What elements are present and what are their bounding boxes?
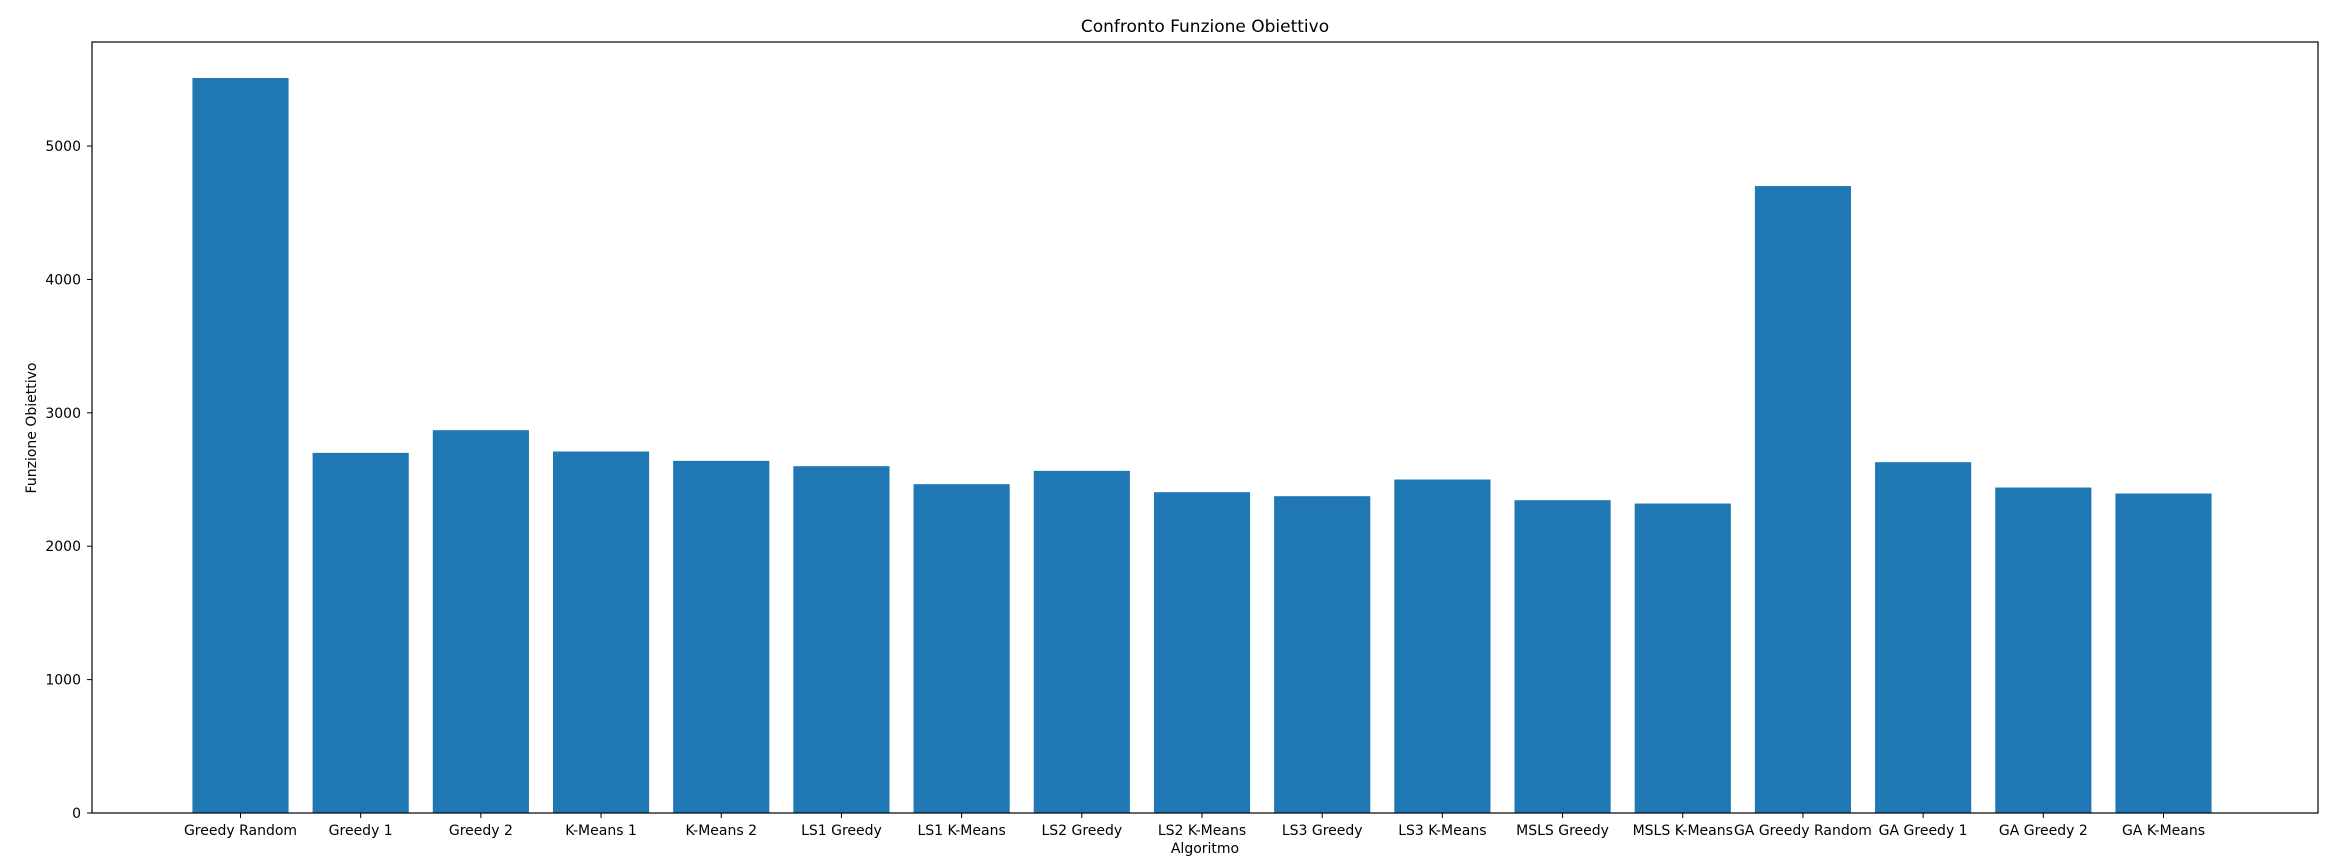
y-tick-label: 5000 bbox=[45, 139, 81, 155]
x-axis: Greedy Random Greedy 1 Greedy 2 K-Means 1 K-… bbox=[184, 813, 2205, 839]
x-tick-label: LS1 K-Means bbox=[918, 823, 1006, 839]
bar-ls2-greedy bbox=[1033, 470, 1130, 813]
x-tick-label: LS3 K-Means bbox=[1398, 823, 1486, 839]
y-tick-label: 1000 bbox=[45, 673, 81, 689]
x-axis-label: Algoritmo bbox=[1171, 841, 1239, 857]
bar-k-means-2 bbox=[673, 460, 770, 813]
x-tick-label: K-Means 2 bbox=[685, 823, 757, 839]
plot-frame bbox=[91, 41, 2319, 814]
y-axis: 0 1000 2000 3000 4000 5000 bbox=[45, 139, 92, 822]
bar-msls-greedy bbox=[1514, 500, 1611, 813]
x-tick-label: LS1 Greedy bbox=[801, 823, 882, 839]
bar-ls3-greedy bbox=[1274, 496, 1371, 813]
bar-greedy-2 bbox=[432, 430, 529, 813]
x-tick-label: MSLS Greedy bbox=[1516, 823, 1609, 839]
bars-group bbox=[192, 78, 2212, 814]
x-tick-label: Greedy 1 bbox=[329, 823, 393, 839]
x-tick-label: LS2 K-Means bbox=[1158, 823, 1246, 839]
y-axis-label: Funzione Obiettivo bbox=[24, 363, 40, 494]
bar-ga-greedy-2 bbox=[1995, 487, 2092, 813]
x-tick-label: GA Greedy 2 bbox=[1999, 823, 2088, 839]
x-tick-label: GA K-Means bbox=[2122, 823, 2205, 839]
x-tick-label: Greedy Random bbox=[184, 823, 297, 839]
x-tick-label: MSLS K-Means bbox=[1633, 823, 1733, 839]
y-tick-label: 0 bbox=[72, 806, 81, 822]
x-tick-label: LS2 Greedy bbox=[1041, 823, 1122, 839]
y-tick-label: 3000 bbox=[45, 406, 81, 422]
y-tick-label: 2000 bbox=[45, 539, 81, 555]
bar-greedy-random bbox=[192, 78, 289, 814]
y-tick-label: 4000 bbox=[45, 272, 81, 288]
x-tick-label: K-Means 1 bbox=[565, 823, 637, 839]
bar-ls3-k-means bbox=[1394, 479, 1491, 813]
x-tick-label: GA Greedy Random bbox=[1734, 823, 1872, 839]
bar-ls1-greedy bbox=[793, 466, 890, 813]
bar-ga-greedy-random bbox=[1754, 186, 1852, 814]
chart-title: Confronto Funzione Obiettivo bbox=[1081, 17, 1329, 37]
bar-ga-greedy-1 bbox=[1875, 462, 1972, 813]
bar-greedy-1 bbox=[312, 452, 409, 813]
x-tick-label: GA Greedy 1 bbox=[1879, 823, 1968, 839]
bar-ls2-k-means bbox=[1153, 492, 1251, 813]
x-tick-label: Greedy 2 bbox=[449, 823, 513, 839]
x-tick-label: LS3 Greedy bbox=[1282, 823, 1363, 839]
bar-ga-k-means bbox=[2115, 493, 2212, 813]
bar-msls-k-means bbox=[1634, 503, 1731, 813]
bar-ls1-k-means bbox=[913, 484, 1010, 813]
bar-k-means-1 bbox=[552, 451, 650, 813]
